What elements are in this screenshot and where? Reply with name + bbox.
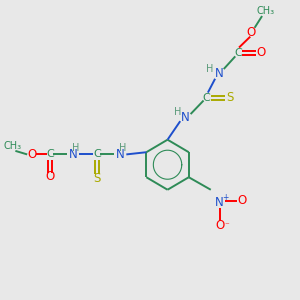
Text: N: N [214, 196, 223, 209]
Text: N: N [215, 67, 224, 80]
Text: O: O [238, 194, 247, 207]
Text: O: O [216, 220, 225, 232]
Text: H: H [72, 143, 80, 153]
Text: O: O [247, 26, 256, 39]
Text: S: S [93, 172, 100, 185]
Text: C: C [93, 149, 101, 159]
Text: N: N [116, 148, 124, 161]
Text: N: N [181, 111, 190, 124]
Text: H: H [206, 64, 213, 74]
Text: H: H [174, 107, 181, 117]
Text: H: H [119, 143, 127, 153]
Text: +: + [222, 193, 228, 202]
Text: N: N [69, 148, 77, 161]
Text: O: O [27, 148, 36, 161]
Text: O: O [45, 170, 55, 183]
Text: CH₃: CH₃ [3, 141, 22, 151]
Text: C: C [202, 93, 210, 103]
Text: ⁻: ⁻ [224, 221, 229, 230]
Text: C: C [234, 48, 242, 58]
Text: S: S [227, 91, 234, 104]
Text: C: C [46, 149, 54, 159]
Text: CH₃: CH₃ [256, 6, 274, 16]
Text: O: O [256, 46, 266, 59]
